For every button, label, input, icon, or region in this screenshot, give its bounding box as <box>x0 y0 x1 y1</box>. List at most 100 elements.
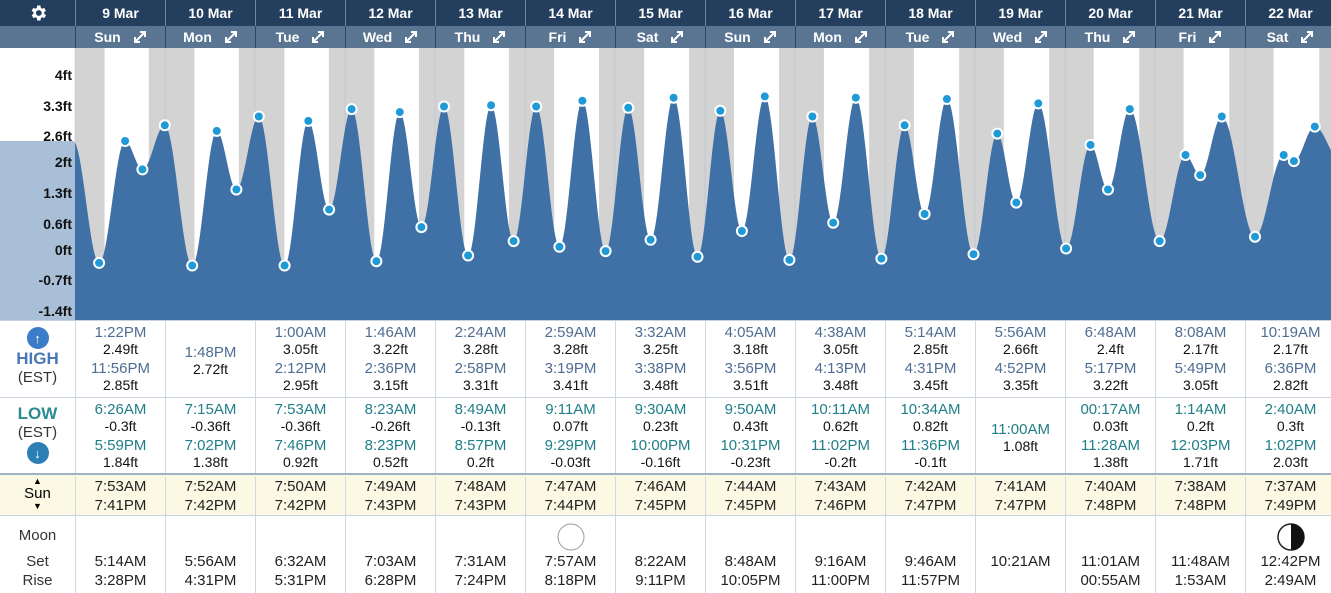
high-tide-point[interactable] <box>991 127 1004 140</box>
expand-icon[interactable] <box>1034 30 1048 44</box>
high-tide-point[interactable] <box>622 101 635 114</box>
low-tide-point[interactable] <box>783 253 796 266</box>
low-tide-point[interactable] <box>507 235 520 248</box>
high-tide-point[interactable] <box>438 100 450 113</box>
expand-icon[interactable] <box>1208 30 1222 44</box>
low-tide-point[interactable] <box>599 245 612 258</box>
high-tide-point[interactable] <box>898 119 911 132</box>
high-tide-point[interactable] <box>119 135 132 147</box>
expand-icon[interactable] <box>311 30 325 44</box>
high-tide-point[interactable] <box>806 110 819 123</box>
expand-icon[interactable] <box>133 30 147 44</box>
high-tide-point[interactable] <box>576 94 589 107</box>
low-tide-point[interactable] <box>1153 235 1166 248</box>
expand-icon[interactable] <box>578 30 592 44</box>
weekday-cell[interactable]: Wed <box>975 26 1065 48</box>
low-tide-point[interactable] <box>827 216 840 229</box>
weekday-cell[interactable]: Sat <box>615 26 705 48</box>
weekday-header: Sun Mon Tue Wed Thu Fri Sat Sun Mon Tue … <box>0 26 1331 48</box>
high-tide-point[interactable] <box>849 91 862 104</box>
y-tick-label: 2ft <box>54 154 72 171</box>
high-tide-point[interactable] <box>1032 97 1045 110</box>
moonrise-time: 2:49AM <box>1264 572 1317 589</box>
low-tide-point[interactable] <box>462 249 475 262</box>
high-tide-entry: 4:38AM 3.05ft <box>796 325 885 358</box>
expand-icon[interactable] <box>1300 30 1314 44</box>
weekday-cell[interactable]: Thu <box>435 26 525 48</box>
high-tide-point[interactable] <box>158 119 171 132</box>
high-tide-point[interactable] <box>530 100 543 113</box>
high-tide-point[interactable] <box>1308 120 1321 133</box>
low-tide-point[interactable] <box>186 259 199 272</box>
low-tide-point[interactable] <box>136 163 149 176</box>
low-tide-point[interactable] <box>644 233 657 246</box>
settings-button[interactable] <box>0 0 75 26</box>
expand-icon[interactable] <box>1122 30 1136 44</box>
low-tide-point[interactable] <box>230 183 243 196</box>
high-tide-point[interactable] <box>714 104 727 117</box>
low-tide-point[interactable] <box>93 256 106 269</box>
low-timezone: (EST) <box>17 424 58 441</box>
high-tide-time: 1:22PM <box>94 324 147 341</box>
expand-icon[interactable] <box>854 30 868 44</box>
low-tide-point[interactable] <box>323 203 336 216</box>
weekday-label: Fri <box>1178 29 1197 45</box>
weekday-cell[interactable]: Sun <box>75 26 165 48</box>
low-tide-point[interactable] <box>735 225 748 237</box>
high-tide-point[interactable] <box>393 106 406 119</box>
low-tide-point[interactable] <box>278 259 291 272</box>
high-tide-point[interactable] <box>210 124 223 137</box>
sunset-time: 7:48PM <box>1084 497 1137 514</box>
low-tide-point[interactable] <box>370 255 383 268</box>
expand-icon[interactable] <box>763 30 777 44</box>
weekday-cell[interactable]: Thu <box>1065 26 1155 48</box>
high-tide-point[interactable] <box>1123 103 1136 116</box>
weekday-cell[interactable]: Fri <box>1155 26 1245 48</box>
weekday-cell[interactable]: Sat <box>1245 26 1331 48</box>
weekday-cell[interactable]: Mon <box>165 26 255 48</box>
weekday-cell[interactable]: Tue <box>885 26 975 48</box>
low-tide-entry: 10:00PM -0.16ft <box>616 438 705 471</box>
high-tide-point[interactable] <box>252 110 265 123</box>
low-tide-point[interactable] <box>691 250 704 263</box>
low-tide-point[interactable] <box>967 248 980 261</box>
low-tide-point[interactable] <box>1102 183 1114 196</box>
high-tide-point[interactable] <box>940 93 953 105</box>
low-tide-point[interactable] <box>1010 196 1023 209</box>
high-tide-point[interactable] <box>1179 149 1192 161</box>
low-tide-cell: 9:11AM 0.07ft 9:29PM -0.03ft <box>525 398 615 474</box>
low-tide-height: 1.38ft <box>192 454 229 470</box>
expand-icon[interactable] <box>224 30 238 44</box>
expand-icon[interactable] <box>941 30 955 44</box>
sunset-time: 7:44PM <box>544 497 597 514</box>
low-tide-point[interactable] <box>1249 230 1261 243</box>
high-tide-point[interactable] <box>1215 110 1228 123</box>
expand-icon[interactable] <box>492 30 506 44</box>
low-tide-point[interactable] <box>415 221 428 234</box>
expand-icon[interactable] <box>404 30 418 44</box>
weekday-label: Sat <box>636 29 659 45</box>
high-tide-point[interactable] <box>1277 149 1290 161</box>
full-moon-icon <box>557 523 584 551</box>
low-tide-point[interactable] <box>875 252 888 265</box>
weekday-cell[interactable]: Sun <box>705 26 795 48</box>
high-tide-cell: 5:14AM 2.85ft 4:31PM 3.45ft <box>885 321 975 398</box>
low-tide-point[interactable] <box>1060 242 1073 255</box>
weekday-cell[interactable]: Fri <box>525 26 615 48</box>
low-tide-point[interactable] <box>918 208 931 220</box>
high-tide-point[interactable] <box>667 91 680 104</box>
low-tide-point[interactable] <box>553 240 566 253</box>
weekday-cell[interactable]: Mon <box>795 26 885 48</box>
high-tide-point[interactable] <box>758 90 771 103</box>
expand-icon[interactable] <box>670 30 684 44</box>
low-tide-point[interactable] <box>1194 169 1207 182</box>
weekday-cell[interactable]: Wed <box>345 26 435 48</box>
high-tide-point[interactable] <box>345 103 358 116</box>
low-tide-point[interactable] <box>1287 155 1300 168</box>
high-tide-point[interactable] <box>485 99 498 112</box>
weekday-cell[interactable]: Tue <box>255 26 345 48</box>
high-tide-point[interactable] <box>1084 138 1097 151</box>
high-tide-point[interactable] <box>302 114 315 127</box>
arrow-down-icon: ↓ <box>26 442 49 464</box>
high-tide-time: 2:36PM <box>364 360 417 377</box>
